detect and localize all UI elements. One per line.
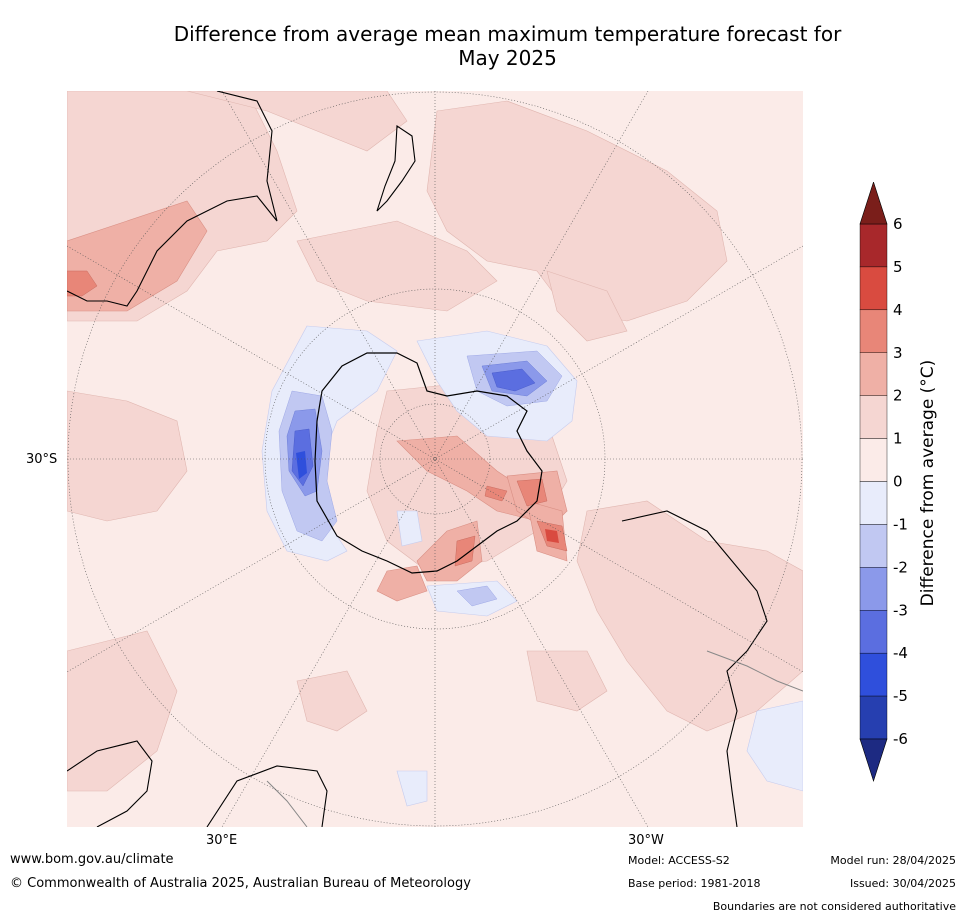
colorbar-band: [859, 652, 888, 697]
map-title: Difference from average mean maximum tem…: [0, 22, 965, 70]
lat-label-30s: 30°S: [26, 452, 58, 467]
colorbar-tick-label: 3: [893, 344, 903, 362]
footer-url[interactable]: www.bom.gov.au/climate: [10, 852, 174, 867]
colorbar-band: [859, 610, 888, 654]
colorbar-title: Difference from average (°C): [918, 359, 938, 607]
colorbar-band: [859, 309, 888, 353]
colorbar-band: [859, 352, 888, 396]
footer-issued: Issued: 30/04/2025: [849, 877, 956, 890]
colorbar-band: [859, 438, 888, 482]
footer-disclaimer: Boundaries are not considered authoritat…: [712, 900, 956, 913]
colorbar-tick-label: 1: [893, 430, 903, 448]
footer-copyright: © Commonwealth of Australia 2025, Austra…: [10, 876, 471, 891]
graticule: [67, 91, 803, 827]
colorbar-band: [859, 695, 888, 740]
colorbar-tick-label: 6: [893, 215, 903, 233]
colorbar: 6 5 4 3 2 1 0 -1 -2 -3 -4 -5 -6: [859, 182, 908, 782]
footer-base-period: Base period: 1981-2018: [628, 877, 761, 890]
lon-label-30e: 30°E: [206, 833, 238, 848]
colorbar-tick-label: -5: [893, 687, 908, 705]
map-panel: [67, 91, 803, 827]
colorbar-tick-label: 4: [893, 301, 903, 319]
polar-map: [67, 91, 803, 827]
colorbar-band: [859, 567, 888, 611]
africa-coastline: [67, 740, 328, 827]
colorbar-band: [859, 524, 888, 568]
antarctica-coastline: [314, 352, 543, 574]
colorbar-tick-label: 2: [893, 387, 903, 405]
australia-coastline: [67, 91, 278, 307]
colorbar-over-arrow: [859, 182, 888, 225]
title-line-2: May 2025: [458, 46, 557, 70]
anomaly-neg4-neg5: [296, 451, 307, 479]
colorbar-band: [859, 223, 888, 268]
colorbar-tick-label: 0: [893, 473, 903, 491]
colorbar-tick-label: -3: [893, 601, 908, 619]
colorbar-tick-label: 5: [893, 258, 903, 276]
colorbar-tick-label: -6: [893, 730, 908, 748]
colorbar-under-arrow: [859, 738, 888, 782]
colorbar-band: [859, 481, 888, 525]
south-america-coastline: [621, 510, 768, 827]
lon-label-30w: 30°W: [628, 833, 664, 848]
title-line-1: Difference from average mean maximum tem…: [173, 22, 842, 46]
colorbar-ticks: 6 5 4 3 2 1 0 -1 -2 -3 -4 -5 -6: [893, 215, 908, 748]
colorbar-band: [859, 395, 888, 439]
africa-boundaries: [266, 780, 308, 827]
colorbar-bands: [859, 223, 888, 740]
colorbar-band: [859, 266, 888, 311]
anomaly-4-5: [545, 529, 559, 543]
footer-model: Model: ACCESS-S2: [628, 854, 730, 867]
colorbar-tick-label: -4: [893, 644, 908, 662]
country-boundaries: [706, 650, 803, 692]
colorbar-tick-label: -1: [893, 515, 908, 533]
new-zealand-coastline: [376, 125, 416, 212]
footer-model-run: Model run: 28/04/2025: [830, 854, 956, 867]
colorbar-tick-label: -2: [893, 558, 908, 576]
